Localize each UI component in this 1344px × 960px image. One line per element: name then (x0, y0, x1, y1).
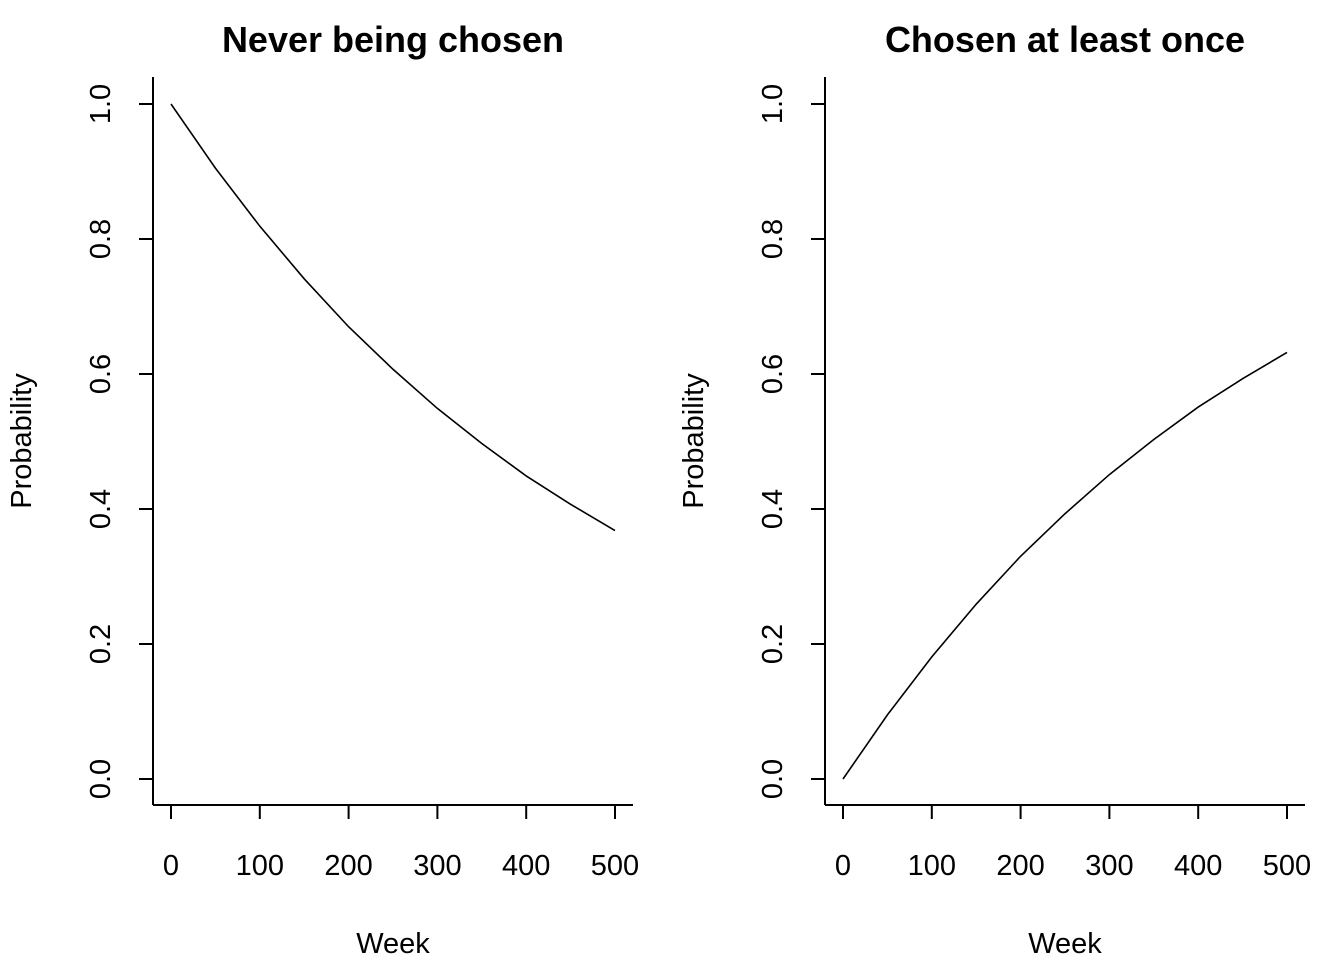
y-tick-label: 1.0 (85, 84, 117, 124)
panel-never-being-chosen: Never being chosen Week Probability 0 100… (6, 19, 639, 960)
y-tick-label: 0.8 (757, 219, 789, 259)
y-axis: 0.0 0.2 0.4 0.6 0.8 1.0 (85, 77, 154, 805)
y-tick-label: 0.4 (85, 489, 117, 529)
x-tick-label: 200 (324, 850, 372, 882)
y-tick-label: 0.2 (85, 624, 117, 664)
panel-chosen-at-least-once: Chosen at least once Week Probability 0 1… (678, 19, 1311, 960)
x-tick-label: 200 (996, 850, 1044, 882)
x-axis-label: Week (1028, 928, 1102, 960)
chart-title: Chosen at least once (885, 19, 1245, 60)
x-axis: 0 100 200 300 400 500 (825, 804, 1311, 882)
x-axis-label: Week (356, 928, 430, 960)
x-tick-label: 400 (502, 850, 550, 882)
y-tick-label: 0.0 (85, 759, 117, 799)
series-line (170, 103, 616, 532)
y-tick-label: 1.0 (757, 84, 789, 124)
x-tick-label: 500 (1263, 850, 1311, 882)
series-line (842, 351, 1288, 780)
x-tick-label: 300 (1085, 850, 1133, 882)
x-tick-label: 500 (591, 850, 639, 882)
chart-title: Never being chosen (222, 19, 564, 60)
x-axis: 0 100 200 300 400 500 (153, 804, 639, 882)
x-tick-label: 100 (908, 850, 956, 882)
y-axis-label: Probability (6, 373, 38, 509)
y-tick-label: 0.0 (757, 759, 789, 799)
y-axis: 0.0 0.2 0.4 0.6 0.8 1.0 (757, 77, 826, 805)
y-tick-label: 0.6 (85, 354, 117, 394)
x-tick-label: 0 (163, 850, 179, 882)
y-tick-label: 0.8 (85, 219, 117, 259)
x-tick-label: 300 (413, 850, 461, 882)
x-tick-label: 100 (236, 850, 284, 882)
x-tick-label: 0 (835, 850, 851, 882)
y-tick-label: 0.6 (757, 354, 789, 394)
y-tick-label: 0.4 (757, 489, 789, 529)
y-tick-label: 0.2 (757, 624, 789, 664)
y-axis-label: Probability (678, 373, 710, 509)
x-tick-label: 400 (1174, 850, 1222, 882)
